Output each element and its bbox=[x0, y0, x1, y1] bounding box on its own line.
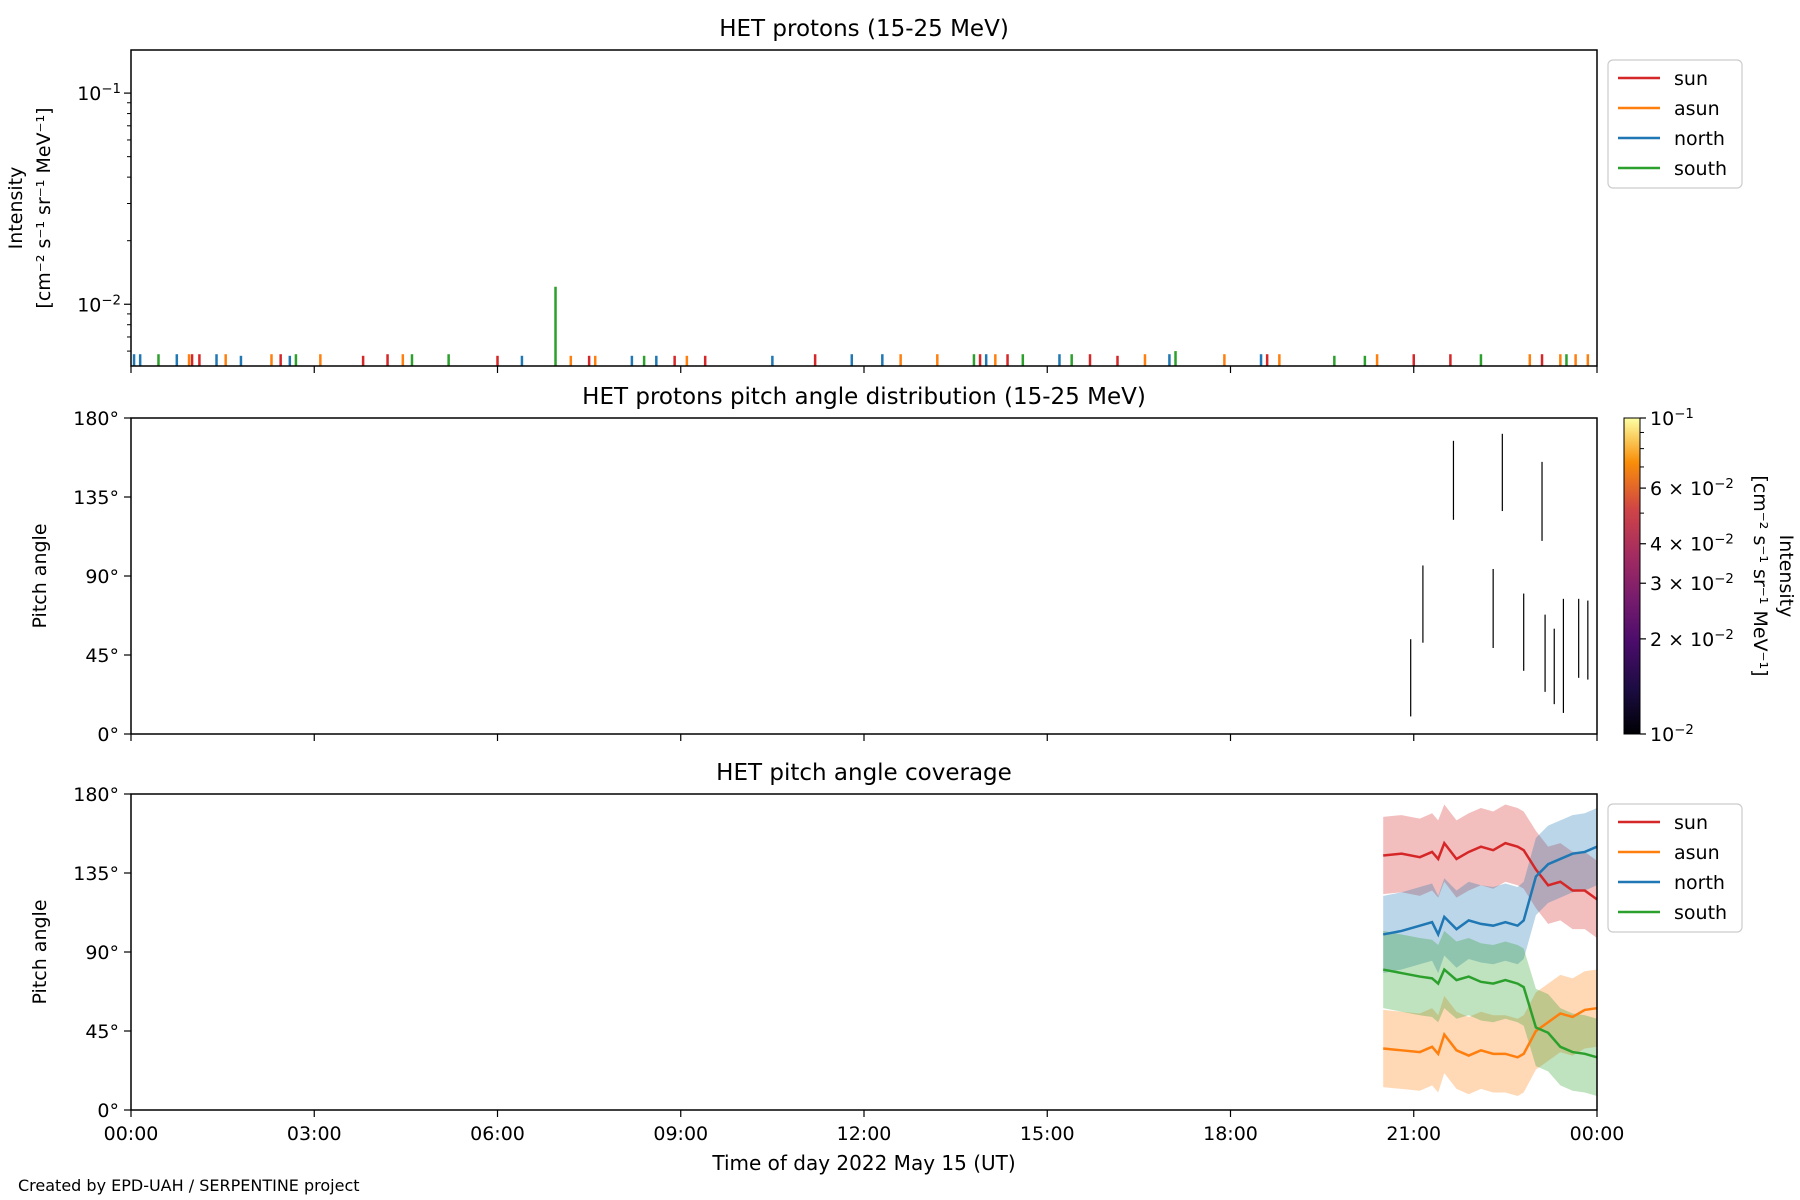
colorbar-ticks: 10−2 2 × 10−2 3 × 10−2 4 × 10−2 6 × 10−2 10−1 bbox=[1640, 407, 1734, 747]
legend-label-south: south bbox=[1674, 902, 1727, 924]
ytick-label: 90° bbox=[85, 566, 119, 588]
panel3-ylabel: Pitch angle bbox=[29, 899, 51, 1004]
ytick-label: 45° bbox=[85, 1021, 119, 1043]
xtick-label: 21:00 bbox=[1386, 1123, 1441, 1145]
xtick-label: 15:00 bbox=[1020, 1123, 1075, 1145]
coverage-line-sun bbox=[1383, 840, 1598, 901]
panel1-ylabel-line2: [cm⁻² s⁻¹ sr⁻¹ MeV⁻¹] bbox=[33, 107, 55, 308]
panel1-yticks: 10−2 10−1 bbox=[77, 82, 131, 352]
colorbar-tick-label: 10−2 bbox=[1650, 723, 1694, 747]
xtick-label: 03:00 bbox=[287, 1123, 342, 1145]
intensity-marks bbox=[132, 286, 1590, 366]
panel3-xlabel: Time of day 2022 May 15 (UT) bbox=[711, 1151, 1015, 1175]
ytick-label: 10−1 bbox=[77, 82, 121, 106]
coverage-band-asun bbox=[1383, 969, 1597, 1096]
ytick-label: 135° bbox=[73, 863, 119, 885]
xtick-label: 12:00 bbox=[837, 1123, 892, 1145]
panel3-yticks: 0° 45° 90° 135° 180° bbox=[73, 784, 131, 1122]
colorbar: 10−2 2 × 10−2 3 × 10−2 4 × 10−2 6 × 10−2 10−1… bbox=[1623, 407, 1797, 747]
panel1-ylabel-line1: Intensity bbox=[5, 167, 27, 250]
panel2-frame bbox=[130, 417, 1598, 735]
colorbar-tick-label: 6 × 10−2 bbox=[1650, 477, 1734, 501]
colorbar-tick-label: 3 × 10−2 bbox=[1650, 572, 1734, 596]
panel3-legend: sun asun north south bbox=[1607, 803, 1743, 933]
legend-box bbox=[1607, 803, 1743, 933]
panel3-frame bbox=[130, 793, 1598, 1111]
legend-box bbox=[1607, 59, 1743, 189]
coverage-band-south bbox=[1383, 930, 1597, 1096]
colorbar-tick-label: 2 × 10−2 bbox=[1650, 627, 1734, 651]
panel3-title: HET pitch angle coverage bbox=[716, 760, 1012, 786]
panel2-ylabel: Pitch angle bbox=[29, 523, 51, 628]
xtick-label: 18:00 bbox=[1203, 1123, 1258, 1145]
xtick-label: 09:00 bbox=[653, 1123, 708, 1145]
legend-label-north: north bbox=[1674, 128, 1725, 150]
ytick-label: 0° bbox=[97, 724, 119, 746]
panel2-title: HET protons pitch angle distribution (15… bbox=[582, 384, 1146, 410]
panel1-legend: sun asun north south bbox=[1607, 59, 1743, 189]
panel3-xticks: 00:00 03:00 06:00 09:00 12:00 15:00 18:00 21:00… bbox=[104, 1110, 1625, 1145]
coverage-line-north bbox=[1382, 845, 1598, 938]
legend-label-south: south bbox=[1674, 158, 1727, 180]
legend-label-sun: sun bbox=[1674, 812, 1708, 834]
panel1-xticks bbox=[130, 366, 1598, 373]
pitch-angle-coverage-panel: HET pitch angle coverage 0° 45° 90° 135° 180… bbox=[29, 760, 1743, 1175]
ytick-label: 180° bbox=[73, 784, 119, 806]
legend-label-asun: asun bbox=[1674, 98, 1720, 120]
xtick-label: 00:00 bbox=[104, 1123, 159, 1145]
ytick-label: 45° bbox=[85, 645, 119, 667]
coverage-marks bbox=[1382, 804, 1598, 1096]
pitch-angle-distribution-panel: HET protons pitch angle distribution (15… bbox=[29, 384, 1797, 746]
ytick-label: 0° bbox=[97, 1100, 119, 1122]
colorbar-gradient bbox=[1623, 417, 1641, 735]
footer-credit: Created by EPD-UAH / SERPENTINE project bbox=[18, 1176, 360, 1195]
colorbar-label: Intensity bbox=[1775, 535, 1797, 618]
xtick-label: 00:00 bbox=[1570, 1123, 1625, 1145]
coverage-line-asun bbox=[1383, 1006, 1598, 1059]
panel2-yticks: 0° 45° 90° 135° 180° bbox=[73, 408, 131, 746]
colorbar-tick-label: 10−1 bbox=[1650, 407, 1694, 431]
ytick-label: 90° bbox=[85, 942, 119, 964]
colorbar-units: [cm⁻² s⁻¹ sr⁻¹ MeV⁻¹] bbox=[1749, 475, 1771, 676]
coverage-band-sun bbox=[1383, 804, 1597, 938]
panel1-frame bbox=[130, 49, 1598, 367]
intensity-panel: HET protons (15-25 MeV) 10−2 10−1 Intensi… bbox=[5, 16, 1743, 373]
distribution-marks bbox=[1410, 433, 1589, 717]
panel1-title: HET protons (15-25 MeV) bbox=[719, 16, 1009, 42]
panel2-xticks bbox=[130, 734, 1598, 741]
xtick-label: 06:00 bbox=[470, 1123, 525, 1145]
ytick-label: 135° bbox=[73, 487, 119, 509]
legend-label-north: north bbox=[1674, 872, 1725, 894]
colorbar-tick-label: 4 × 10−2 bbox=[1650, 532, 1734, 556]
ytick-label: 10−2 bbox=[77, 293, 121, 317]
legend-label-sun: sun bbox=[1674, 68, 1708, 90]
coverage-line-south bbox=[1382, 967, 1598, 1059]
ytick-label: 180° bbox=[73, 408, 119, 430]
legend-label-asun: asun bbox=[1674, 842, 1720, 864]
